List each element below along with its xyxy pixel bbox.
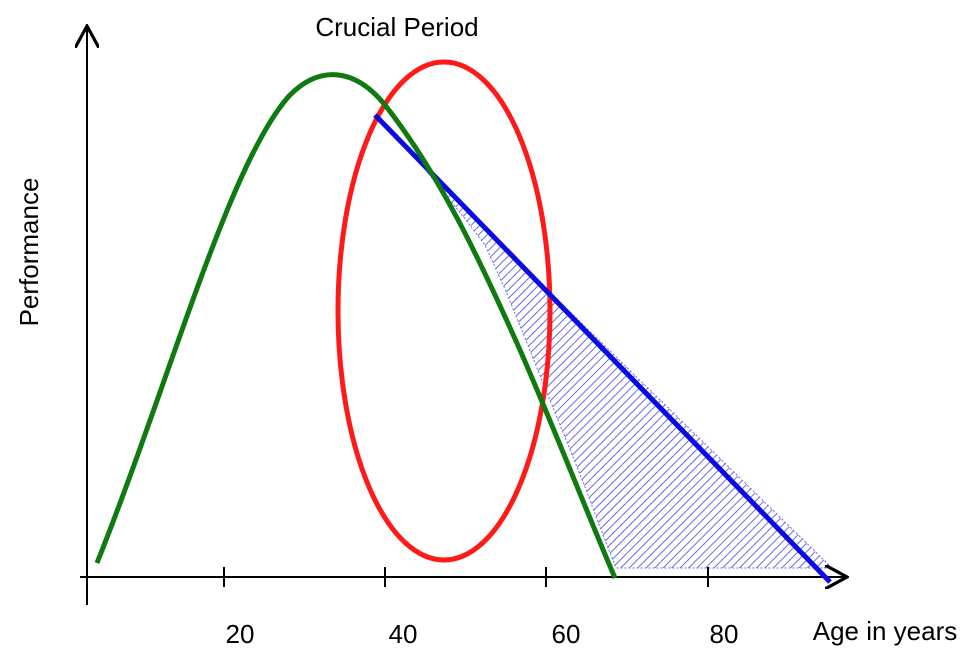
diagram-title: Crucial Period [315, 12, 478, 42]
blue-decline-line [373, 113, 832, 584]
crucial-period-ellipse [335, 59, 553, 563]
x-tick-label-60: 60 [552, 619, 581, 648]
x-tick-label-40: 40 [389, 619, 418, 648]
x-tick-label-80: 80 [710, 619, 739, 648]
x-axis-label: Age in years [813, 616, 958, 646]
green-performance-curve [94, 72, 618, 579]
x-tick-label-20: 20 [226, 619, 255, 648]
y-axis-label: Performance [14, 178, 44, 327]
